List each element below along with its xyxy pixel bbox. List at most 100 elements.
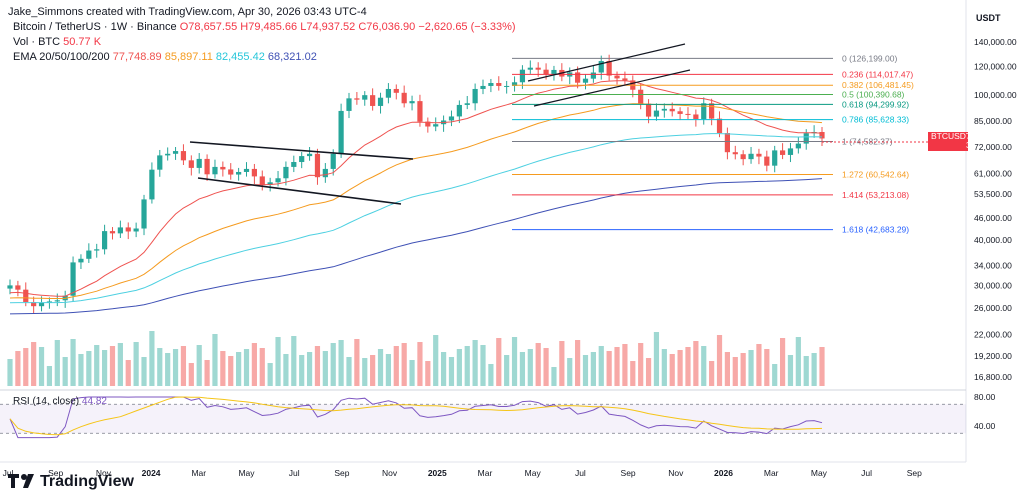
time-axis-tick: 2025 — [428, 468, 447, 478]
time-axis-tick: Mar — [191, 468, 206, 478]
rsi-legend[interactable]: RSI (14, close) 44.82 — [13, 395, 107, 408]
ema20-value: 77,748.89 — [112, 51, 162, 63]
price-axis-tick: 61,000.00 — [974, 168, 1012, 178]
candle-body — [716, 118, 723, 134]
candle-body — [38, 302, 45, 307]
volume-bar — [756, 344, 762, 386]
candle-body — [803, 133, 809, 144]
candle-body — [590, 72, 596, 79]
candle-body — [370, 95, 376, 106]
volume-bar — [157, 348, 163, 386]
fib-level-label: 1 (74,582.37) — [842, 136, 893, 146]
volume-bar — [598, 346, 604, 386]
price-axis-tick: 26,000.00 — [974, 303, 1012, 313]
candle-body — [306, 153, 313, 157]
volume-bar — [803, 356, 809, 386]
candle-body — [141, 199, 147, 229]
volume-bar — [212, 334, 218, 386]
candle-body — [464, 103, 470, 105]
volume-bar — [228, 356, 234, 386]
volume-bar — [527, 349, 533, 386]
candle-body — [243, 168, 250, 172]
price-axis-tick: 72,000.00 — [974, 142, 1012, 152]
volume-bar — [220, 351, 226, 386]
candle-body — [622, 78, 628, 81]
volume-bar — [693, 341, 699, 386]
volume-bar — [472, 340, 478, 386]
ema-label: EMA 20/50/100/200 — [13, 51, 110, 63]
candle-body — [732, 152, 738, 155]
volume-bar — [370, 355, 376, 386]
volume-bar — [125, 360, 131, 386]
volume-bar — [795, 337, 801, 386]
volume-bar — [559, 341, 565, 386]
candle-body — [575, 72, 581, 83]
candle-body — [779, 150, 786, 155]
candle-body — [196, 158, 202, 168]
tradingview-logo[interactable]: TradingView — [8, 473, 134, 491]
candle-body — [275, 178, 281, 183]
price-axis-tick: 46,000.00 — [974, 213, 1012, 223]
candle-body — [480, 85, 486, 89]
volume-bar — [496, 338, 502, 386]
time-axis-tick: Mar — [764, 468, 779, 478]
volume-bar — [480, 345, 486, 386]
volume-bar — [180, 346, 187, 386]
price-axis-tick: 53,500.00 — [974, 189, 1012, 199]
candle-body — [701, 103, 707, 119]
candle-body — [543, 69, 549, 75]
candle-body — [819, 132, 825, 139]
candle-body — [220, 166, 226, 170]
volume-bar — [582, 355, 589, 386]
channel-lower — [533, 69, 691, 107]
creator-line: Jake_Simmons created with TradingView.co… — [8, 6, 367, 18]
time-axis-tick: May — [238, 468, 255, 478]
symbol-title[interactable]: Bitcoin / TetherUS · 1W · Binance — [13, 21, 177, 33]
candle-body — [228, 169, 234, 175]
volume-bar — [385, 354, 392, 386]
fib-level-label: 0.786 (85,628.33) — [842, 115, 909, 125]
candle-body — [669, 108, 675, 112]
volume-bar — [251, 343, 257, 386]
volume-bar — [7, 359, 13, 386]
candle-body — [645, 103, 652, 117]
candle-body — [212, 166, 218, 175]
ohlc-close: C76,036.90 — [358, 21, 416, 33]
price-axis-tick: 16,800.00 — [974, 372, 1012, 382]
volume-bar — [165, 353, 171, 386]
candle-body — [346, 98, 352, 111]
volume-bar — [188, 363, 194, 386]
price-axis-tick: 100,000.00 — [974, 90, 1017, 100]
ema-line-50 — [9, 103, 823, 299]
candle-body — [527, 67, 533, 70]
volume-legend[interactable]: Vol · BTC 50.77 K — [13, 36, 101, 49]
volume-bar — [291, 336, 297, 386]
volume-bar — [669, 354, 675, 386]
volume-bar — [54, 340, 60, 386]
candle-body — [448, 116, 455, 121]
candle-body — [756, 153, 762, 157]
volume-bar — [779, 338, 786, 386]
rsi-ma-line — [9, 396, 823, 436]
volume-bar — [425, 361, 431, 386]
candle-body — [764, 156, 770, 166]
candle-body — [338, 110, 344, 154]
volume-bar — [504, 355, 510, 386]
price-axis-tick: 85,000.00 — [974, 116, 1012, 126]
volume-bar — [701, 346, 707, 386]
ema-legend[interactable]: EMA 20/50/100/200 77,748.89 85,897.11 82… — [13, 51, 317, 64]
fib-level-label: 1.414 (53,213.08) — [842, 190, 909, 200]
candle-body — [94, 249, 100, 251]
volume-bar — [685, 347, 691, 386]
candle-body — [362, 95, 368, 100]
volume-bar — [243, 349, 250, 386]
tradingview-logo-icon — [8, 474, 34, 488]
candle-body — [377, 97, 384, 106]
volume-bar — [102, 350, 108, 386]
rsi-axis-tick: 40.00 — [974, 421, 996, 431]
candle-body — [86, 250, 92, 259]
candle-body — [149, 169, 155, 200]
time-axis-tick: Sep — [621, 468, 636, 478]
volume-bar — [811, 353, 817, 386]
